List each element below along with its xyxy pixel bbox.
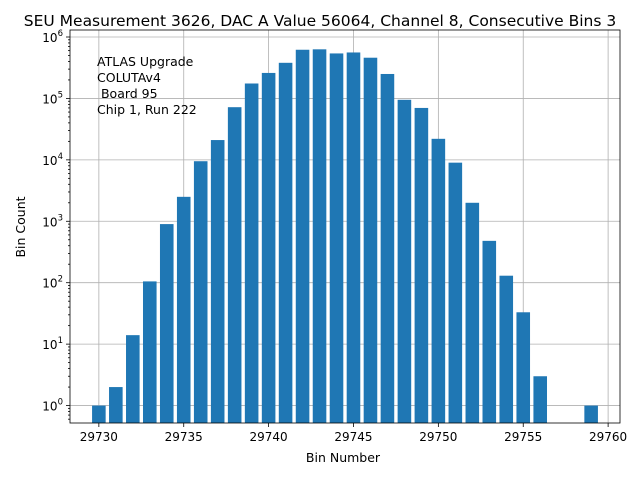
bar-29755 — [516, 312, 531, 423]
bar-29734 — [159, 224, 174, 423]
y-tick-label: 102 — [42, 275, 63, 291]
y-tick-label: 100 — [42, 398, 63, 414]
bars-group — [92, 49, 598, 424]
chart-title: SEU Measurement 3626, DAC A Value 56064,… — [24, 12, 616, 30]
bar-29756 — [533, 376, 548, 423]
annotation-line: ATLAS Upgrade — [97, 54, 194, 69]
bar-29741 — [278, 62, 293, 423]
x-tick-label: 29740 — [250, 430, 288, 444]
y-tick-label: 106 — [42, 29, 63, 45]
bar-29748 — [397, 99, 412, 423]
bar-29742 — [295, 49, 310, 423]
bar-29738 — [227, 107, 242, 424]
annotation-text: ATLAS Upgrade COLUTAv4 Board 95 Chip 1, Ru… — [97, 54, 197, 117]
bar-29745 — [346, 52, 361, 424]
x-axis-ticks: 29730 29735 29740 29745 29750 29755 29760 — [80, 423, 627, 444]
bar-29750 — [431, 138, 446, 424]
bar-29746 — [363, 57, 378, 423]
bar-29749 — [414, 107, 429, 423]
y-axis-label: Bin Count — [13, 196, 28, 257]
bar-29747 — [380, 73, 395, 424]
y-axis-ticks: 100 101 102 103 104 105 106 — [42, 29, 70, 420]
bar-29752 — [465, 202, 480, 423]
bar-29744 — [329, 53, 344, 423]
bar-29736 — [193, 161, 208, 423]
y-tick-label: 104 — [42, 152, 63, 168]
y-tick-label: 105 — [42, 90, 63, 106]
bar-29743 — [312, 49, 327, 423]
x-tick-label: 29755 — [504, 430, 542, 444]
annotation-line: COLUTAv4 — [97, 70, 161, 85]
bar-29732 — [126, 335, 140, 423]
x-tick-label: 29760 — [589, 430, 627, 444]
annotation-line: Board 95 — [97, 86, 158, 101]
annotation-line: Chip 1, Run 222 — [97, 102, 197, 117]
x-tick-label: 29750 — [419, 430, 457, 444]
bar-29754 — [499, 275, 514, 423]
x-tick-label: 29735 — [165, 430, 203, 444]
x-tick-label: 29745 — [334, 430, 372, 444]
y-tick-label: 101 — [42, 336, 63, 352]
x-tick-label: 29730 — [80, 430, 118, 444]
bar-29735 — [176, 196, 191, 423]
y-tick-label: 103 — [42, 213, 63, 229]
bar-29759 — [584, 405, 598, 423]
bar-29733 — [142, 281, 157, 423]
bar-29737 — [210, 140, 225, 424]
bar-29730 — [92, 405, 106, 423]
bar-29740 — [261, 72, 276, 424]
bar-29753 — [482, 240, 497, 423]
bar-29731 — [109, 387, 123, 423]
x-axis-label: Bin Number — [306, 450, 381, 465]
bar-29739 — [244, 83, 259, 423]
bar-29751 — [448, 162, 463, 423]
plot-frame — [69, 29, 621, 424]
